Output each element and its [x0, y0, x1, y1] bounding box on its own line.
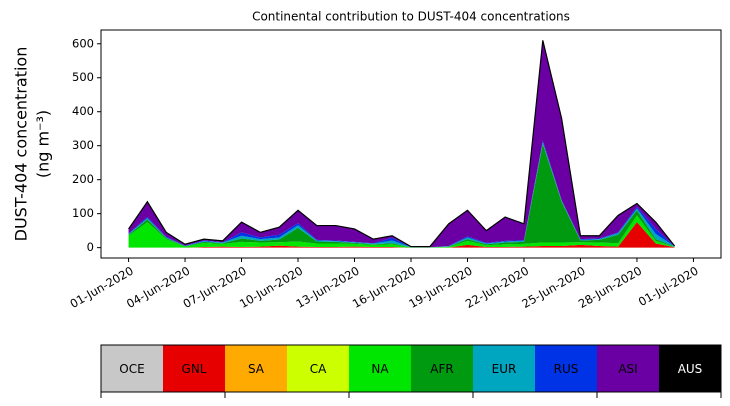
area	[128, 222, 675, 248]
x-tick-label: 25-Jun-2020	[519, 264, 587, 312]
area	[128, 144, 675, 248]
legend-swatch	[287, 345, 349, 392]
legend-label: CA	[310, 362, 327, 376]
legend-swatch	[535, 345, 597, 392]
y-tick-label: 200	[72, 172, 94, 186]
area	[128, 40, 675, 247]
legend-swatch	[163, 345, 225, 392]
legend-frame	[100, 344, 722, 393]
y-tick-label: 0	[87, 240, 94, 254]
area	[128, 142, 675, 248]
legend-swatch	[597, 345, 659, 392]
total-outline	[128, 40, 676, 248]
legend-label: NA	[371, 362, 389, 376]
area	[128, 140, 675, 248]
x-tick-label: 16-Jun-2020	[350, 264, 418, 312]
y-axis-label: (ng m⁻³)	[34, 110, 53, 178]
y-tick-label: 600	[72, 36, 94, 50]
y-axis-label: DUST-404 concentration	[12, 47, 31, 242]
y-tick-label: 500	[72, 70, 94, 84]
legend-label: OCE	[119, 362, 144, 376]
chart-title: Continental contribution to DUST-404 con…	[252, 10, 570, 24]
legend-label: RUS	[554, 362, 579, 376]
legend-label: GNL	[182, 362, 207, 376]
legend-swatch	[101, 345, 163, 392]
legend-label: EUR	[492, 362, 517, 376]
legend-swatch	[659, 345, 721, 392]
legend-swatch	[349, 345, 411, 392]
legend-swatch	[411, 345, 473, 392]
x-tick-label: 01-Jun-2020	[67, 264, 135, 312]
area	[128, 40, 675, 248]
y-tick-label: 400	[72, 104, 94, 118]
legend-label: AFR	[430, 362, 453, 376]
y-tick-label: 100	[72, 206, 94, 220]
x-tick-label: 10-Jun-2020	[237, 264, 305, 312]
x-tick-label: 01-Jul-2020	[636, 264, 701, 309]
x-tick-label: 13-Jun-2020	[293, 264, 361, 312]
x-tick-label: 07-Jun-2020	[180, 264, 248, 312]
x-tick-label: 28-Jun-2020	[576, 264, 644, 312]
x-tick-label: 19-Jun-2020	[406, 264, 474, 312]
legend-label: ASI	[618, 362, 637, 376]
x-tick-label: 04-Jun-2020	[124, 264, 192, 312]
legend-label: SA	[248, 362, 265, 376]
x-tick-label: 22-Jun-2020	[463, 264, 531, 312]
legend-swatch	[473, 345, 535, 392]
y-tick-label: 300	[72, 138, 94, 152]
legend-label: AUS	[678, 362, 703, 376]
legend-swatch	[225, 345, 287, 392]
